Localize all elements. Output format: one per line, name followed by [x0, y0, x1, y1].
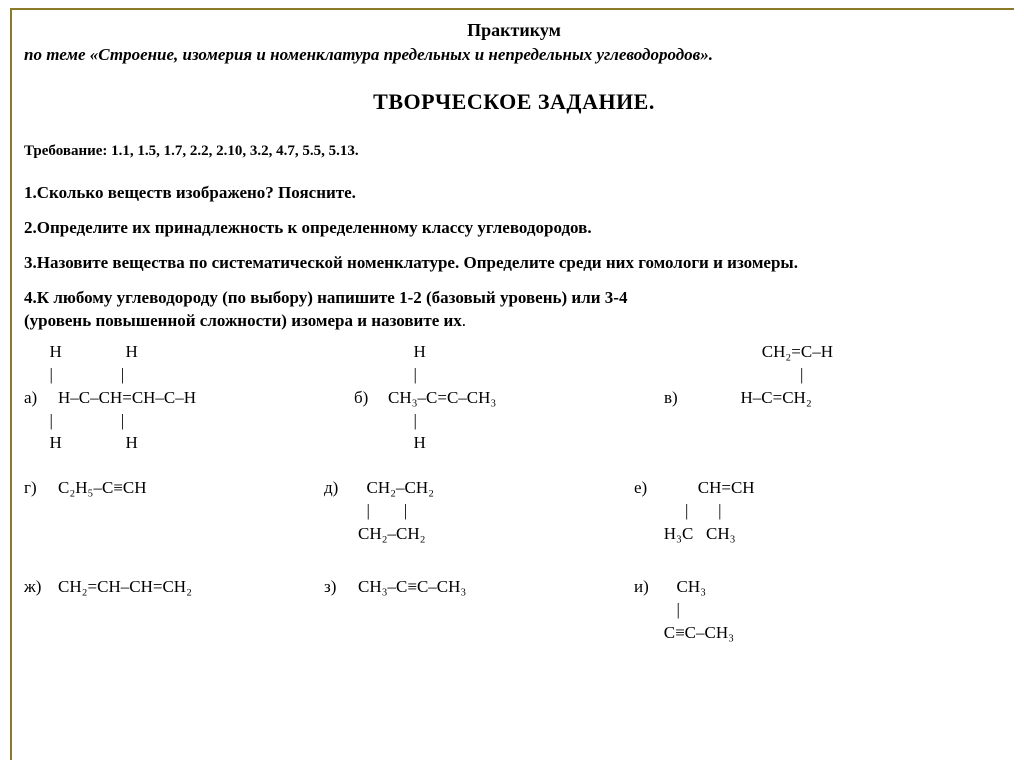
- label-i: и): [634, 576, 668, 599]
- formula-row-2: г)C₂H₅–C≡CH д) CH₂–CH₂ | | CH₂–CH₂ е) CH…: [24, 477, 1004, 546]
- question-4-line1: 4.К любому углеводороду (по выбору) напи…: [24, 287, 1004, 310]
- formula-row-3: ж)CH₂=CH–CH=CH₂ з)CH₃–C≡C–CH₃ и) CH₃ | C…: [24, 576, 1004, 645]
- formula-b-l3: б)CH₃–C=C–CH₃: [354, 387, 664, 410]
- formula-zh: ж)CH₂=CH–CH=CH₂: [24, 576, 324, 645]
- formulas-block: H H | | а)H–C–CH=CH–C–H | | H H H: [24, 341, 1004, 645]
- formula-b-body: CH₃–C=C–CH₃: [388, 388, 496, 407]
- label-a: а): [24, 387, 58, 410]
- formula-a-l3: а)H–C–CH=CH–C–H: [24, 387, 354, 410]
- formula-z-body: CH₃–C≡C–CH₃: [358, 577, 466, 596]
- formula-zh-l1: ж)CH₂=CH–CH=CH₂: [24, 576, 324, 599]
- formula-d-l3: CH₂–CH₂: [324, 523, 634, 546]
- formula-a-l5: H H: [24, 432, 354, 455]
- formula-e: е) CH=CH | | H₃C CH₃: [634, 477, 934, 546]
- formula-d: д) CH₂–CH₂ | | CH₂–CH₂: [324, 477, 634, 546]
- header-title: Практикум: [24, 20, 1004, 41]
- formula-i-bot: C≡C–CH₃: [664, 623, 734, 642]
- frame-top: [10, 8, 1014, 10]
- formula-v-bond: |: [762, 365, 804, 384]
- question-3: 3.Назовите вещества по систематической н…: [24, 252, 1004, 275]
- header-subtitle: по теме «Строение, изомерия и номенклату…: [24, 45, 1004, 65]
- formula-v-body: H–C=CH₂: [741, 388, 812, 407]
- formula-i-mid: |: [668, 600, 680, 619]
- formula-e-top: CH=CH: [689, 478, 754, 497]
- label-g: г): [24, 477, 58, 500]
- formula-a-l2: | |: [24, 364, 354, 387]
- formula-b-l2: |: [354, 364, 664, 387]
- formula-a-l1: H H: [24, 341, 354, 364]
- formula-g-l1: г)C₂H₅–C≡CH: [24, 477, 324, 500]
- formula-zh-body: CH₂=CH–CH=CH₂: [58, 577, 192, 596]
- q4-dot: .: [462, 311, 466, 330]
- formula-v-l2: |: [664, 364, 964, 387]
- formula-d-l2: | |: [324, 500, 634, 523]
- formula-a-body: H–C–CH=CH–C–H: [58, 388, 196, 407]
- formula-d-bot: CH₂–CH₂: [358, 524, 426, 543]
- req-list: 1.1, 1.5, 1.7, 2.2, 2.10, 3.2, 4.7, 5.5,…: [111, 143, 359, 159]
- formula-g-body: C₂H₅–C≡CH: [58, 478, 147, 497]
- formula-b: H | б)CH₃–C=C–CH₃ | H: [354, 341, 664, 456]
- formula-e-mid: | |: [672, 501, 721, 520]
- formula-e-bot: H₃C CH₃: [664, 524, 736, 543]
- task-title: ТВОРЧЕСКОЕ ЗАДАНИЕ.: [24, 89, 1004, 115]
- formula-v-top: CH₂=C–H: [762, 342, 833, 361]
- formula-b-l4: |: [354, 410, 664, 433]
- question-2: 2.Определите их принадлежность к определ…: [24, 217, 1004, 240]
- formula-d-top: CH₂–CH₂: [367, 478, 435, 497]
- formula-z: з)CH₃–C≡C–CH₃: [324, 576, 634, 645]
- formula-a: H H | | а)H–C–CH=CH–C–H | | H H: [24, 341, 354, 456]
- formula-i-l2: |: [634, 599, 934, 622]
- formula-e-l2: | |: [634, 500, 934, 523]
- formula-b-l5: H: [354, 432, 664, 455]
- question-1: 1.Сколько веществ изображено? Поясните.: [24, 182, 1004, 205]
- formula-v-l3: в) H–C=CH₂: [664, 387, 964, 410]
- formula-i: и) CH₃ | C≡C–CH₃: [634, 576, 934, 645]
- formula-z-l1: з)CH₃–C≡C–CH₃: [324, 576, 634, 599]
- label-zh: ж): [24, 576, 58, 599]
- formula-g: г)C₂H₅–C≡CH: [24, 477, 324, 546]
- label-v: в): [664, 387, 698, 410]
- formula-d-l1: д) CH₂–CH₂: [324, 477, 634, 500]
- page-content: Практикум по теме «Строение, изомерия и …: [24, 20, 1004, 645]
- frame-left: [10, 8, 12, 760]
- label-z: з): [324, 576, 358, 599]
- question-4-line2: (уровень повышенной сложности) изомера и…: [24, 310, 1004, 333]
- formula-e-l1: е) CH=CH: [634, 477, 934, 500]
- requirements-line: Требование: 1.1, 1.5, 1.7, 2.2, 2.10, 3.…: [24, 143, 1004, 160]
- q4-part-b: (уровень повышенной сложности) изомера и…: [24, 311, 462, 330]
- label-e: е): [634, 477, 668, 500]
- formula-b-l1: H: [354, 341, 664, 364]
- label-b: б): [354, 387, 388, 410]
- formula-a-l4: | |: [24, 410, 354, 433]
- formula-i-l3: C≡C–CH₃: [634, 622, 934, 645]
- formula-i-l1: и) CH₃: [634, 576, 934, 599]
- formula-v: CH₂=C–H | в) H–C=CH₂: [664, 341, 964, 456]
- formula-i-top: CH₃: [677, 577, 707, 596]
- formula-v-l1: CH₂=C–H: [664, 341, 964, 364]
- req-label: Требование:: [24, 143, 107, 159]
- label-d: д): [324, 477, 358, 500]
- formula-row-1: H H | | а)H–C–CH=CH–C–H | | H H H: [24, 341, 1004, 456]
- formula-d-mid: | |: [358, 501, 407, 520]
- formula-e-l3: H₃C CH₃: [634, 523, 934, 546]
